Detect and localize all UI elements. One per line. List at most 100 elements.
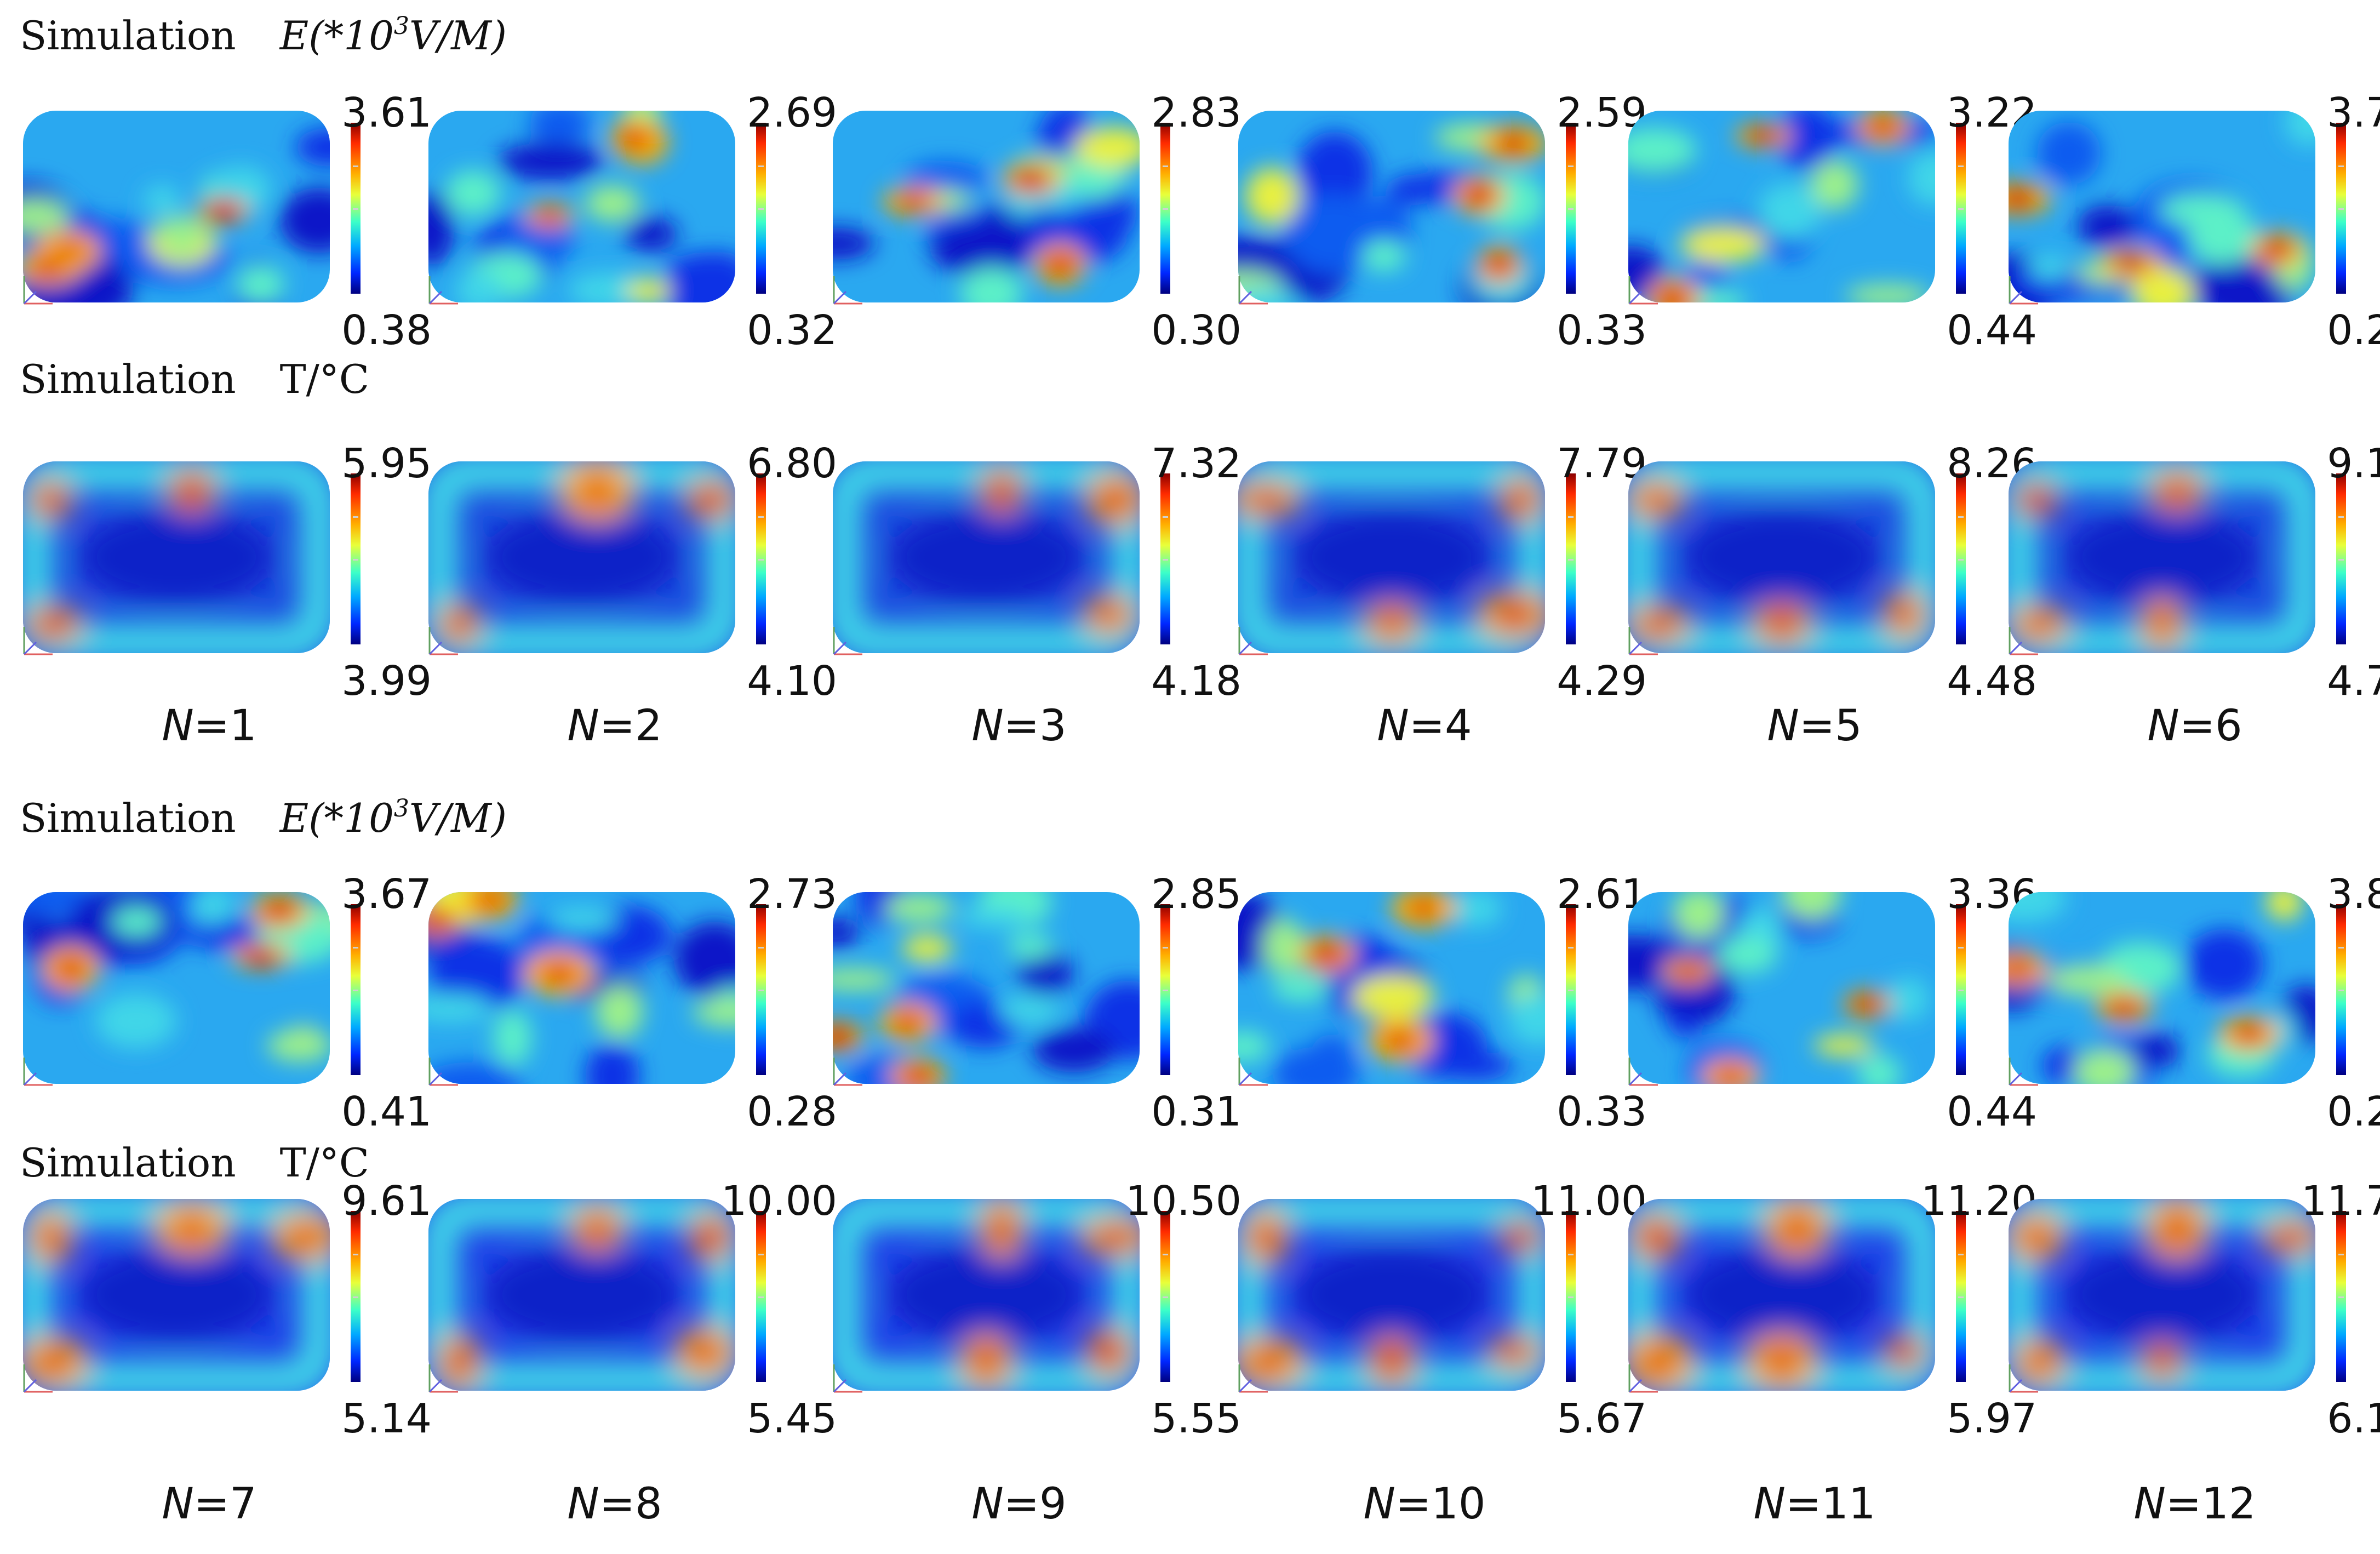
n-label: N=12 — [2134, 1479, 2256, 1529]
colorbar-min-label: 4.73 — [2327, 658, 2380, 705]
axis-triad-icon — [20, 1358, 58, 1396]
n-label: N=6 — [2147, 701, 2242, 751]
colorbar-max-label: 11.70 — [2301, 1178, 2380, 1225]
colorbar: 11.20 5.97 — [1921, 1181, 2037, 1439]
heatmap-image — [428, 1199, 735, 1391]
heatmap-image — [1238, 1199, 1545, 1391]
heatmap-image — [23, 892, 330, 1084]
colorbar: 3.36 0.44 — [1947, 874, 2037, 1132]
heatmap-image — [2009, 1199, 2315, 1391]
axis-triad-icon — [829, 620, 868, 659]
colorbar-max-label: 3.73 — [2327, 89, 2380, 136]
heatmap-image — [1238, 892, 1545, 1084]
n-symbol: N — [567, 1479, 599, 1529]
n-symbol: N — [1753, 1479, 1786, 1529]
heatmap-image — [1628, 111, 1935, 302]
colorbar-max-label: 10.00 — [721, 1178, 837, 1225]
colorbar-min-label: 0.30 — [1151, 307, 1242, 354]
colorbar-min-label: 0.44 — [1947, 307, 2037, 354]
colorbar-max-label: 2.59 — [1557, 89, 1647, 136]
heatmap-image — [1238, 111, 1545, 302]
section-label-e-bottom: Simulation E(*103V/M) — [20, 795, 507, 841]
colorbar: 3.730.29 — [2327, 93, 2380, 351]
axis-triad-icon — [20, 1051, 58, 1089]
colorbar: 3.67 0.41 — [341, 874, 432, 1132]
colorbar-min-label: 5.45 — [747, 1395, 837, 1442]
section-label-t-bottom: Simulation T/°C — [20, 1140, 369, 1186]
axis-triad-icon — [2005, 1051, 2044, 1089]
quantity-text: T/°C — [279, 1140, 370, 1186]
heatmap-image — [833, 111, 1140, 302]
colorbar: 3.61 0.38 — [341, 93, 432, 351]
colorbar-max-label: 7.79 — [1557, 440, 1647, 487]
heatmap-image — [2009, 892, 2315, 1084]
n-value: =3 — [1003, 701, 1067, 751]
colorbar-min-label: 0.32 — [747, 307, 837, 354]
colorbar-min-label: 0.33 — [1557, 307, 1647, 354]
axis-triad-icon — [829, 270, 868, 308]
colorbar: 2.83 0.30 — [1151, 93, 1242, 351]
n-value: =8 — [599, 1479, 662, 1529]
heatmap-image — [428, 111, 735, 302]
n-symbol: N — [162, 701, 194, 751]
axis-triad-icon — [2005, 1358, 2044, 1396]
colorbar-max-label: 2.69 — [747, 89, 837, 136]
colorbar: 11.70 6.13 — [2301, 1181, 2380, 1439]
n-label: N=1 — [162, 701, 256, 751]
n-value: =5 — [1799, 701, 1862, 751]
colorbar-min-label: 0.33 — [1557, 1088, 1647, 1135]
heatmap-image — [2009, 461, 2315, 653]
colorbar: 10.50 5.55 — [1125, 1181, 1242, 1439]
heatmap-image — [1628, 892, 1935, 1084]
axis-triad-icon — [1625, 270, 1663, 308]
colorbar: 9.61 5.14 — [341, 1181, 432, 1439]
n-value: =11 — [1785, 1479, 1876, 1529]
section-label-text: Simulation — [20, 13, 236, 59]
colorbar: 6.80 4.10 — [747, 443, 837, 701]
n-symbol: N — [971, 1479, 1004, 1529]
colorbar-max-label: 2.73 — [747, 871, 837, 918]
axis-triad-icon — [20, 620, 58, 659]
n-label: N=9 — [971, 1479, 1066, 1529]
heatmap-image — [833, 892, 1140, 1084]
heatmap-image — [833, 1199, 1140, 1391]
n-value: =12 — [2165, 1479, 2256, 1529]
colorbar-max-label: 3.88 — [2327, 871, 2380, 918]
colorbar: 2.69 0.32 — [747, 93, 837, 351]
colorbar-min-label: 4.48 — [1947, 658, 2037, 705]
n-value: =9 — [1003, 1479, 1067, 1529]
colorbar-min-label: 0.41 — [341, 1088, 432, 1135]
axis-triad-icon — [1625, 620, 1663, 659]
heatmap-image — [833, 461, 1140, 653]
heatmap-image — [1628, 1199, 1935, 1391]
quantity-unit: V/M) — [409, 795, 507, 841]
section-label-e-top: Simulation E(*103V/M) — [20, 12, 507, 59]
colorbar-max-label: 11.00 — [1531, 1178, 1647, 1225]
colorbar: 10.00 5.45 — [721, 1181, 837, 1439]
colorbar: 2.61 0.33 — [1557, 874, 1647, 1132]
colorbar: 3.22 0.44 — [1947, 93, 2037, 351]
heatmap-image — [23, 1199, 330, 1391]
axis-triad-icon — [425, 1051, 464, 1089]
n-symbol: N — [567, 701, 599, 751]
colorbar-max-label: 2.85 — [1151, 871, 1242, 918]
colorbar-min-label: 0.28 — [2327, 1088, 2380, 1135]
heatmap-image — [428, 461, 735, 653]
colorbar-min-label: 4.29 — [1557, 658, 1647, 705]
colorbar-min-label: 3.99 — [341, 658, 432, 705]
n-symbol: N — [2133, 1479, 2166, 1529]
n-value: =10 — [1395, 1479, 1486, 1529]
quantity-text: E(*10 — [279, 13, 394, 59]
colorbar-max-label: 3.67 — [341, 871, 432, 918]
section-label-t-top: Simulation T/°C — [20, 356, 369, 402]
n-symbol: N — [1377, 701, 1409, 751]
n-value: =6 — [2179, 701, 2242, 751]
colorbar: 2.73 0.28 — [747, 874, 837, 1132]
heatmap-image — [23, 461, 330, 653]
colorbar: 9.144.73 — [2327, 443, 2380, 701]
colorbar-min-label: 0.44 — [1947, 1088, 2037, 1135]
n-label: N=5 — [1767, 701, 1862, 751]
n-label: N=3 — [971, 701, 1066, 751]
colorbar-max-label: 9.61 — [341, 1178, 432, 1225]
axis-triad-icon — [425, 270, 464, 308]
